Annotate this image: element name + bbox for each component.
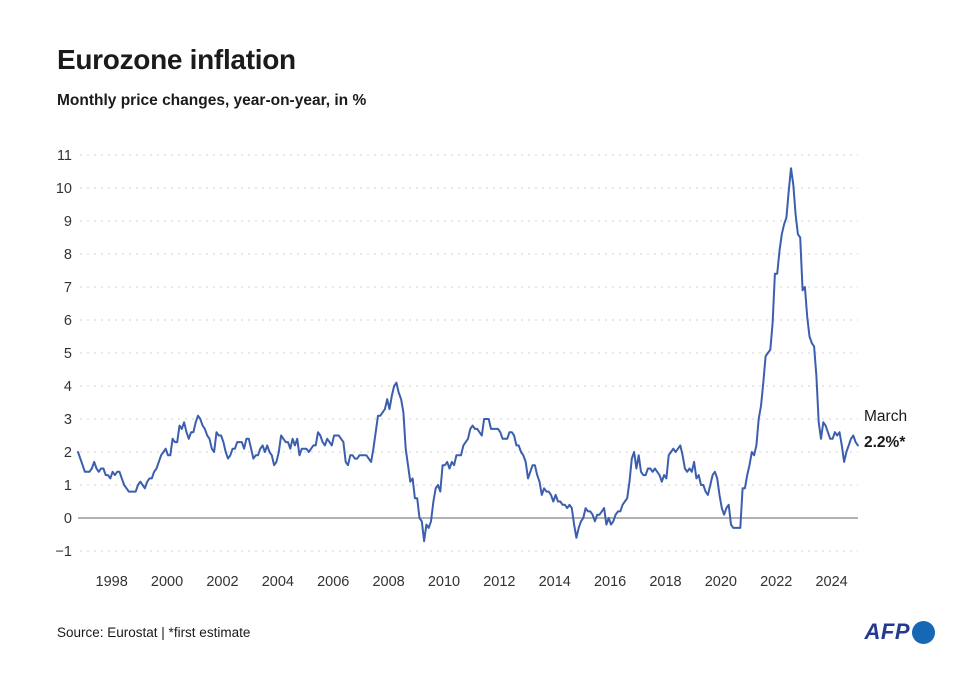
x-tick-label: 2008 [372,574,404,590]
x-tick-label: 2000 [151,574,183,590]
x-tick-label: 2020 [705,574,737,590]
y-tick-label: 2 [64,445,72,461]
y-tick-label: 9 [64,214,72,230]
x-tick-label: 2006 [317,574,349,590]
latest-value-annotation: March 2.2%* [864,404,907,457]
x-tick-label: 2004 [262,574,294,590]
y-tick-label: −1 [55,544,72,560]
x-tick-label: 2024 [815,574,847,590]
afp-logo-text: AFP [864,619,910,644]
afp-logo: AFP [864,618,935,646]
y-tick-label: 4 [64,379,72,395]
y-tick-label: 8 [64,247,72,263]
x-tick-label: 2014 [539,574,571,590]
y-tick-label: 1 [64,478,72,494]
y-tick-label: 7 [64,280,72,296]
x-tick-label: 2002 [206,574,238,590]
y-tick-label: 3 [64,412,72,428]
afp-logo-circle-icon [912,620,935,644]
x-tick-label: 2012 [483,574,515,590]
y-tick-label: 11 [57,148,72,164]
page-title: Eurozone inflation [57,44,296,75]
x-tick-label: 1998 [96,574,128,590]
source-note: Source: Eurostat | *first estimate [57,625,251,640]
y-tick-label: 5 [64,346,72,362]
x-tick-label: 2016 [594,574,626,590]
inflation-line [77,167,859,543]
annotation-month-label: March [864,408,908,425]
chart-subtitle: Monthly price changes, year-on-year, in … [57,92,367,109]
y-tick-label: 6 [64,313,72,329]
x-tick-label: 2018 [649,574,681,590]
y-tick-label: 10 [56,181,72,197]
annotation-value-label: 2.2%* [864,434,906,452]
y-tick-label: 0 [64,511,72,527]
x-tick-label: 2022 [760,574,792,590]
x-tick-label: 2010 [428,574,460,590]
